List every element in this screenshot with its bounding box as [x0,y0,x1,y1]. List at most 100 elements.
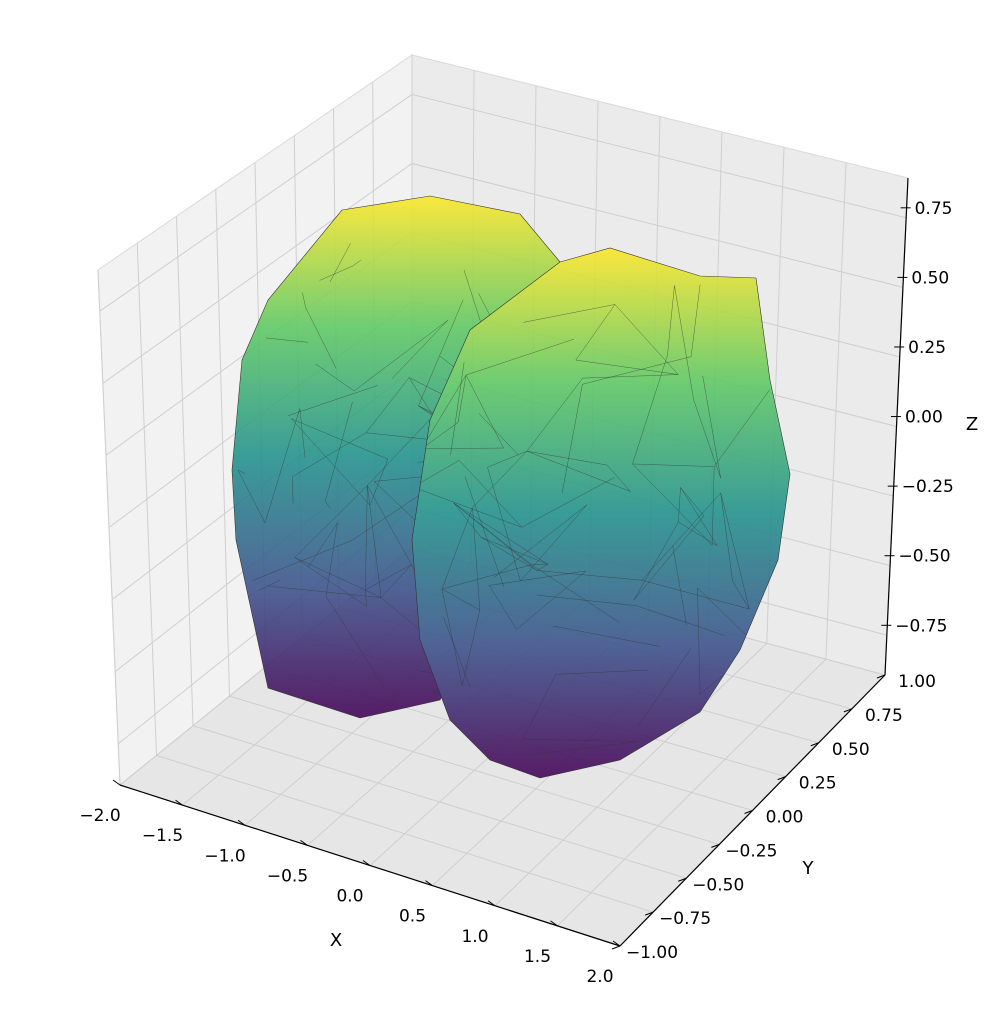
y-tick-mark [876,674,886,679]
y-tick-label: 0.50 [832,740,870,760]
grid-line-z [102,162,904,384]
mesh-edge [462,609,481,686]
z-tick-label: 0.00 [905,408,943,428]
mesh-edge [367,485,382,598]
y-tick-mark [777,776,786,781]
mesh-edge [637,647,692,727]
z-axis-ticks: −0.75 −0.50 −0.25 0.00 0.25 0.50 0.75 [881,199,954,636]
x-tick-mark [550,920,558,927]
mesh-edge [324,501,331,509]
mesh-edge [487,467,521,582]
mesh-edge [369,458,389,506]
x-tick-mark [362,860,371,866]
mesh-edge [678,487,681,523]
mesh-edge [287,385,379,416]
mesh-edge [472,451,528,508]
mesh-edge [266,585,382,598]
mesh-edge [481,537,549,565]
mesh-edge [561,384,583,493]
mesh-edge [353,319,449,392]
mesh-edge [493,504,588,578]
grid-line-y [229,695,720,845]
mesh-edge [523,738,639,742]
mesh-edge [526,377,583,452]
surface-lobe-right [411,247,791,779]
mesh-edge [292,432,367,477]
mesh-edge [516,570,587,630]
x-tick-mark [300,839,308,846]
mesh-edge [329,242,351,283]
mesh-edge [693,399,721,479]
grid-line-y [156,754,654,913]
mesh-edge [291,418,388,460]
mesh-edge [421,447,504,450]
mesh-edge [606,464,631,492]
mesh-edge [667,285,675,356]
mesh-edge [672,545,687,626]
mesh-edge [380,564,412,598]
mesh-edge [472,507,481,611]
mesh-edge [536,570,642,581]
mesh-edge [441,588,480,611]
mesh-edge [418,299,464,406]
mesh-edge [582,356,692,385]
mesh-edge [443,617,471,687]
z-tick-label: 0.75 [915,199,953,219]
mesh-edge [453,502,482,538]
mesh-edge [459,460,523,528]
mesh-edge [636,605,725,636]
mesh-edge [632,463,713,546]
mesh-edge [531,564,620,623]
mesh-edge [324,401,353,502]
x-tick-mark [487,900,496,907]
x-tick-label: 2.0 [586,967,613,987]
x-tick-mark [237,819,246,826]
mesh-edge [614,304,679,375]
mesh-edge [521,477,615,528]
mesh-edge [632,463,715,467]
z-tick-label: 0.25 [908,338,946,358]
x-tick-label: 0.5 [399,907,426,927]
mesh-edge [365,485,368,590]
mesh-edge [714,389,770,467]
mesh-edge [365,589,382,598]
mesh-edge [464,476,505,588]
mesh-edge [575,359,679,375]
y-tick-mark [678,877,687,882]
mesh-edge [315,363,355,392]
y-tick-label: −0.25 [725,841,777,861]
mesh-edge [465,338,575,376]
mesh-edge [367,485,412,565]
x-tick-label: 1.0 [461,927,488,947]
mesh-edge [487,450,527,468]
x-tick-label: −1.0 [204,846,245,866]
y-tick-label: −0.50 [692,875,744,895]
mesh-edge [441,507,473,590]
x-tick-mark [175,799,183,806]
x-tick-label: −1.5 [142,826,183,846]
y-tick-mark [810,742,819,747]
y-tick-label: 0.75 [865,706,903,726]
mesh-edge [526,450,608,466]
mesh-edge [522,674,556,740]
x-tick-label: −0.5 [267,866,308,886]
z-tick-label: −0.25 [902,477,954,497]
mesh-edge [305,307,337,369]
mesh-edge [633,515,705,601]
y-tick-mark [744,810,753,814]
mesh-edge [365,377,410,433]
mesh-edge [365,589,368,607]
mesh-edge [412,486,522,528]
mesh-edge [264,408,301,523]
mesh-edge [457,375,467,423]
mesh-edge [294,485,368,558]
mesh-edge [697,587,701,695]
mesh-edge [292,476,294,504]
y-tick-label: 1.00 [898,672,936,692]
z-tick-label: 0.50 [911,268,949,288]
mesh-edge [702,376,721,479]
mesh-edge [294,557,367,607]
mesh-edge [582,374,679,379]
x-axis-label: X [330,930,342,951]
mesh-edge [453,502,532,565]
